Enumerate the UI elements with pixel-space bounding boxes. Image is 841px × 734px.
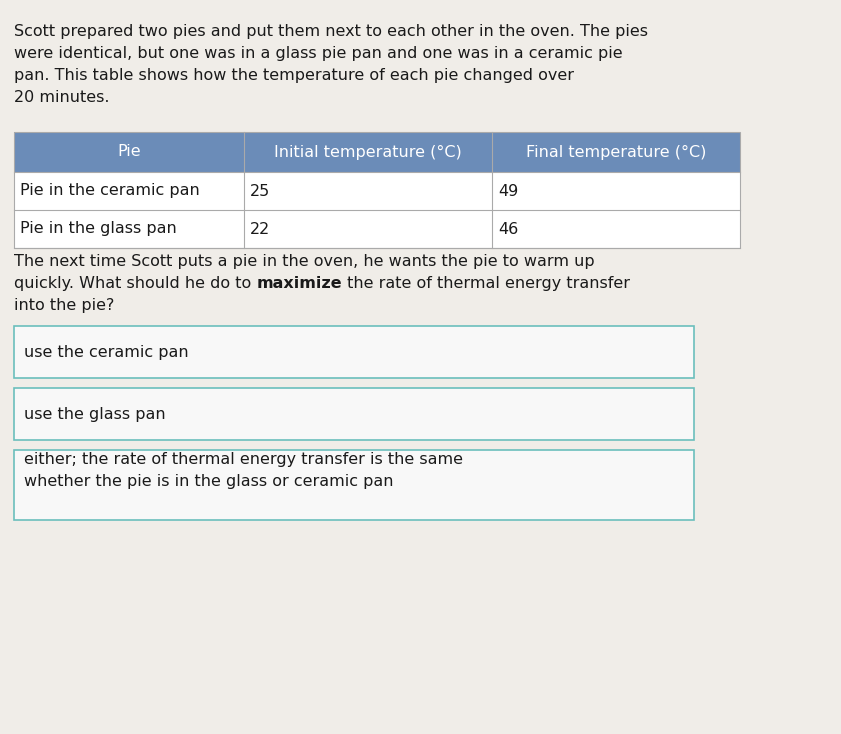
Text: 25: 25 [250, 184, 270, 198]
Bar [14, 450, 694, 520]
Bar [14, 172, 740, 210]
Bar [14, 388, 694, 440]
Text: whether the pie is in the glass or ceramic pan: whether the pie is in the glass or ceram… [24, 474, 394, 489]
Text: Pie: Pie [117, 145, 140, 159]
Bar [14, 132, 740, 248]
Text: use the glass pan: use the glass pan [24, 407, 166, 421]
Text: 22: 22 [250, 222, 270, 236]
Text: The next time Scott puts a pie in the oven, he wants the pie to warm up: The next time Scott puts a pie in the ov… [14, 254, 595, 269]
Bar [14, 132, 740, 172]
Text: pan. This table shows how the temperature of each pie changed over: pan. This table shows how the temperatur… [14, 68, 574, 83]
Text: Pie in the ceramic pan: Pie in the ceramic pan [20, 184, 200, 198]
Text: Pie in the glass pan: Pie in the glass pan [20, 222, 177, 236]
Text: into the pie?: into the pie? [14, 298, 114, 313]
Text: were identical, but one was in a glass pie pan and one was in a ceramic pie: were identical, but one was in a glass p… [14, 46, 622, 61]
Text: Scott prepared two pies and put them next to each other in the oven. The pies: Scott prepared two pies and put them nex… [14, 24, 648, 39]
Text: quickly. What should he do to: quickly. What should he do to [14, 276, 257, 291]
Text: maximize: maximize [257, 276, 342, 291]
Text: either; the rate of thermal energy transfer is the same: either; the rate of thermal energy trans… [24, 452, 463, 467]
Text: the rate of thermal energy transfer: the rate of thermal energy transfer [342, 276, 630, 291]
Text: use the ceramic pan: use the ceramic pan [24, 344, 188, 360]
Text: 46: 46 [498, 222, 518, 236]
Text: Initial temperature (°C): Initial temperature (°C) [274, 145, 462, 159]
Bar [14, 326, 694, 378]
Text: Final temperature (°C): Final temperature (°C) [526, 145, 706, 159]
Text: 20 minutes.: 20 minutes. [14, 90, 109, 105]
Text: 49: 49 [498, 184, 518, 198]
Bar [14, 210, 740, 248]
